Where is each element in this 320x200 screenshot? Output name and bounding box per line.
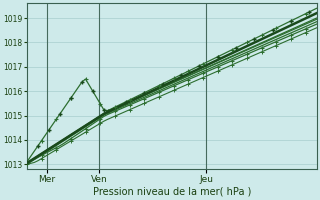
X-axis label: Pression niveau de la mer( hPa ): Pression niveau de la mer( hPa ) [92,187,251,197]
